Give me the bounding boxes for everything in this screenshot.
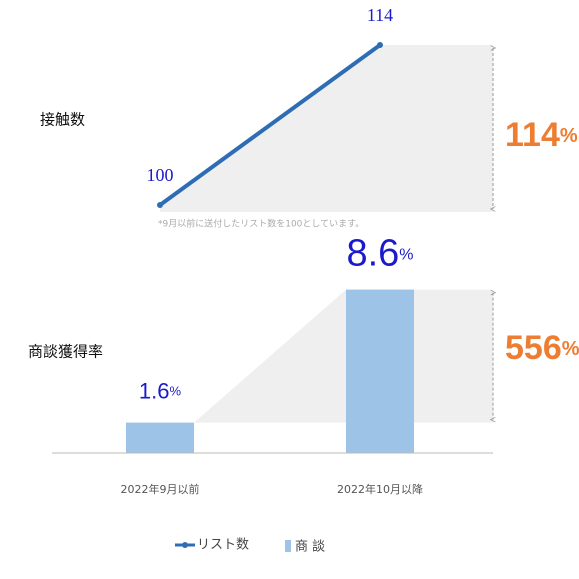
growth-label: 556% — [505, 329, 579, 367]
value-label: 1.6% — [139, 378, 182, 403]
value-label: 8.6% — [346, 233, 413, 275]
shaded-area — [160, 45, 493, 212]
value-number: 1.6 — [139, 378, 170, 403]
value-label: 100 — [147, 165, 174, 185]
bar — [126, 422, 194, 453]
line-point — [157, 202, 163, 208]
growth-value: 114 — [505, 116, 560, 154]
legend-label: 商 談 — [295, 539, 325, 555]
note: *9月以前に送付したリスト数を100としています。 — [158, 218, 364, 230]
legend-label: リスト数 — [197, 538, 249, 553]
growth-unit: % — [560, 125, 578, 147]
line — [158, 43, 382, 207]
growth-value: 556 — [505, 329, 562, 367]
growth-label: 114% — [505, 116, 578, 154]
bar — [346, 289, 414, 453]
growth-unit: % — [562, 338, 579, 360]
legend-marker — [182, 542, 188, 548]
x-tick-label: 2022年9月以前 — [121, 482, 200, 496]
legend-swatch — [285, 540, 291, 552]
line-point — [377, 42, 383, 48]
shaded-area — [194, 289, 493, 423]
value-number: 8.6 — [346, 233, 399, 275]
x-tick-label: 2022年10月以降 — [337, 482, 423, 496]
value-unit: % — [170, 384, 182, 399]
value-label: 114 — [367, 5, 393, 25]
row-label: 接触数 — [40, 111, 85, 129]
value-unit: % — [399, 247, 413, 264]
row-label: 商談獲得率 — [28, 343, 103, 361]
